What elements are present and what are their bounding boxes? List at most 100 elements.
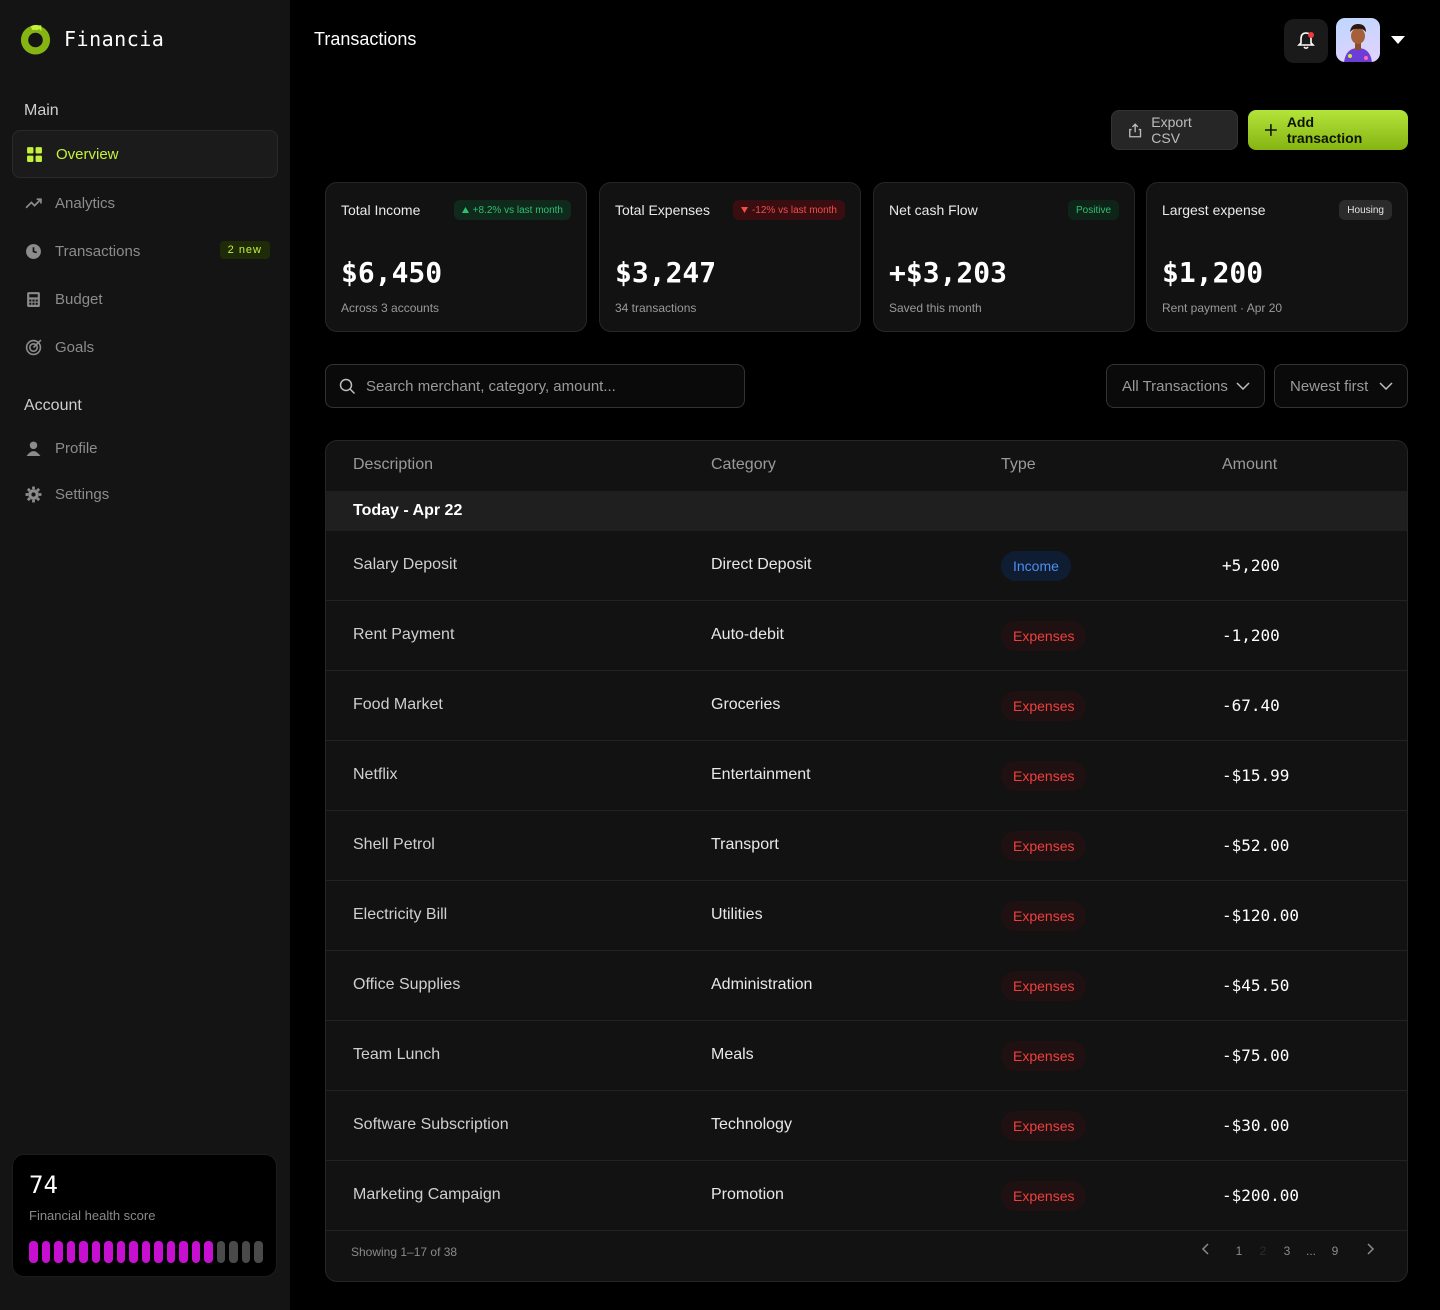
health-meter-segment [254,1241,263,1263]
column-header-type[interactable]: Type [1001,456,1036,473]
type-badge: Expenses [1001,761,1087,791]
chevron-down-icon [1236,382,1250,390]
search-icon [339,378,356,394]
row-description: Office Supplies [353,976,461,993]
health-meter-segment [116,1241,125,1263]
type-badge: Expenses [1001,831,1087,861]
prev-page-button[interactable] [1193,1243,1217,1258]
sidebar-item-overview[interactable]: Overview [12,130,278,178]
page-title: Transactions [314,29,417,49]
page-button[interactable]: 3 [1283,1243,1291,1258]
chevron-right-icon [1367,1243,1375,1255]
clock-icon [26,243,41,259]
stat-title: Largest expense [1162,202,1266,218]
avatar[interactable] [1336,18,1380,62]
stat-sub: Across 3 accounts [341,301,440,315]
table-row[interactable]: Food Market Groceries Expenses -67.40 [326,671,1407,741]
sidebar-item-profile[interactable]: Profile [12,424,278,472]
table-row[interactable]: Software Subscription Technology Expenses -… [326,1091,1407,1161]
add-transaction-label: Add transaction [1286,114,1363,146]
sort-value: Newest first [1290,377,1369,395]
bell-icon [1297,32,1315,50]
stat-sub: Rent payment · Apr 20 [1162,301,1283,315]
search-box[interactable] [325,364,745,408]
row-amount: -$120.00 [1222,906,1300,925]
add-transaction-button[interactable]: Add transaction [1248,110,1408,150]
export-csv-button[interactable]: Export CSV [1111,110,1238,150]
sidebar-section-account: Account [24,397,82,414]
health-meter-segment [241,1241,250,1263]
financia-logo-icon [20,24,51,55]
table-body: Salary Deposit Direct Deposit Income +5,200… [326,531,1407,1231]
row-category: Transport [711,836,779,853]
share-icon [1129,122,1142,137]
row-amount: -$30.00 [1222,1116,1290,1135]
table-row[interactable]: Electricity Bill Utilities Expenses -$120.0… [326,881,1407,951]
table-row[interactable]: Marketing Campaign Promotion Expenses -$200… [326,1161,1407,1231]
pagination-summary: Showing 1–17 of 38 [351,1245,458,1259]
health-meter-segment [91,1241,100,1263]
user-icon [26,441,41,456]
stat-card-total-expenses: Total Expenses -12% vs last month $3,247… [599,182,861,332]
type-badge: Expenses [1001,1041,1087,1071]
trend-badge-label: +8.2% vs last month [472,204,563,216]
health-meter-segment [66,1241,75,1263]
health-meter-segment [204,1241,213,1263]
sidebar-item-budget[interactable]: Budget [12,275,278,323]
type-filter-select[interactable]: All Transactions [1106,364,1265,408]
health-meter [29,1241,263,1263]
row-amount: -1,200 [1222,626,1280,645]
sidebar-item-transactions[interactable]: Transactions 2 new [12,227,278,275]
sidebar-item-label: Goals [55,338,95,356]
table-row[interactable]: Team Lunch Meals Expenses -$75.00 [326,1021,1407,1091]
sidebar-item-label: Overview [56,145,119,163]
column-header-description[interactable]: Description [353,456,434,473]
row-description: Salary Deposit [353,556,458,573]
table-row[interactable]: Shell Petrol Transport Expenses -$52.00 [326,811,1407,881]
page-button[interactable]: 1 [1235,1243,1243,1258]
row-amount: -$15.99 [1222,766,1290,785]
sidebar-item-analytics[interactable]: Analytics [12,179,278,227]
column-header-amount[interactable]: Amount [1222,456,1278,473]
date-group-header: Today - Apr 22 [326,491,1407,531]
health-meter-segment [104,1241,113,1263]
stat-card-net-cash-flow: Net cash Flow Positive +$3,203 Saved thi… [873,182,1135,332]
type-badge: Income [1001,551,1071,581]
sidebar-item-label: Budget [55,290,103,308]
new-count-badge: 2 new [219,241,270,259]
row-category: Direct Deposit [711,556,812,573]
brand[interactable]: Financia [19,22,164,56]
type-badge: Expenses [1001,1181,1087,1211]
table-row[interactable]: Salary Deposit Direct Deposit Income +5,200 [326,531,1407,601]
column-header-category[interactable]: Category [711,456,776,473]
sidebar-item-settings[interactable]: Settings [12,470,278,518]
next-page-button[interactable] [1361,1243,1381,1258]
table-row[interactable]: Office Supplies Administration Expenses -$4… [326,951,1407,1021]
plus-icon [1264,124,1277,136]
row-amount: -$45.50 [1222,976,1290,995]
stat-sub: Saved this month [889,301,982,315]
sort-select[interactable]: Newest first [1274,364,1408,408]
sidebar-item-goals[interactable]: Goals [12,323,278,371]
page-button[interactable]: 2 [1259,1243,1267,1258]
type-badge: Expenses [1001,1111,1087,1141]
table-header: Description Category Type Amount [326,441,1407,491]
gear-icon [25,486,42,502]
row-amount: -$200.00 [1222,1186,1300,1205]
health-meter-segment [216,1241,225,1263]
row-category: Administration [711,976,813,993]
row-description: Shell Petrol [353,836,435,853]
stat-card-total-income: Total Income +8.2% vs last month $6,450 … [325,182,587,332]
type-badge: Expenses [1001,621,1087,651]
chevron-down-icon[interactable] [1390,35,1406,45]
notifications-button[interactable] [1284,19,1328,63]
table-row[interactable]: Rent Payment Auto-debit Expenses -1,200 [326,601,1407,671]
row-category: Technology [711,1116,792,1133]
triangle-up-icon [461,207,469,213]
table-row[interactable]: Netflix Entertainment Expenses -$15.99 [326,741,1407,811]
health-meter-segment [79,1241,88,1263]
search-input[interactable] [366,377,726,395]
health-meter-segment [191,1241,200,1263]
page-button[interactable]: 9 [1331,1243,1339,1258]
health-meter-segment [129,1241,138,1263]
